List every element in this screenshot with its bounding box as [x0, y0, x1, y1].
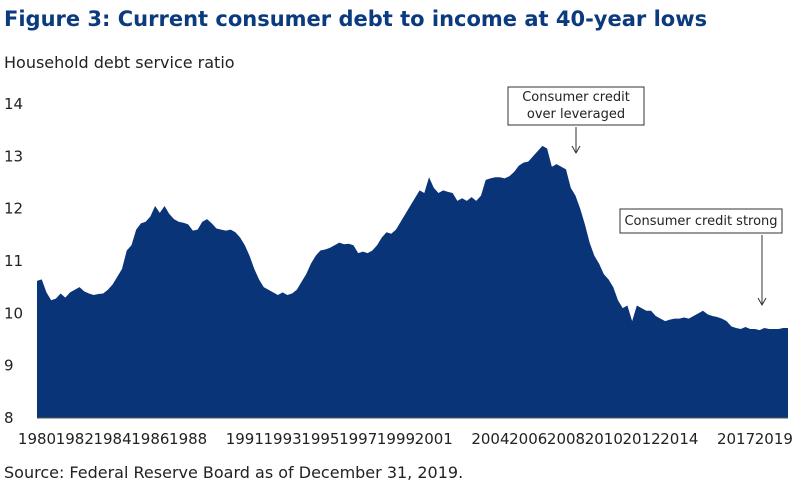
y-tick-label: 11: [4, 252, 23, 270]
y-tick-label: 12: [4, 200, 23, 218]
x-tick-label: 2006: [509, 430, 547, 448]
annotation-leveraged: Consumer credit over leveraged: [507, 86, 645, 155]
annotation-strong: Consumer credit strong: [619, 208, 783, 307]
x-tick-label: 1997: [339, 430, 377, 448]
annotation-text: over leveraged: [527, 107, 625, 122]
y-axis-label: Household debt service ratio: [4, 53, 235, 72]
x-tick-label: 2010: [585, 430, 623, 448]
x-tick-label: 1993: [264, 430, 302, 448]
annotation-text: Consumer credit strong: [624, 214, 777, 229]
x-tick-label: 2019: [755, 430, 793, 448]
x-tick-label: 1999: [377, 430, 415, 448]
y-tick-label: 9: [4, 357, 14, 375]
area: [37, 145, 788, 418]
x-tick-label: 2008: [547, 430, 585, 448]
annotation-text: Consumer credit: [522, 90, 630, 105]
x-tick-label: 2014: [660, 430, 698, 448]
x-tick-label: 1980: [18, 430, 56, 448]
arrow-head: [571, 145, 581, 155]
y-tick-label: 13: [4, 147, 23, 165]
source: Source: Federal Reserve Board as of Dece…: [4, 463, 463, 482]
x-tick-label: 1982: [56, 430, 94, 448]
x-tick-label: 1986: [131, 430, 169, 448]
x-tick-label: 2017: [717, 430, 755, 448]
arrow-head: [757, 297, 767, 307]
annotation-box: [507, 86, 645, 126]
x-tick-label: 2001: [415, 430, 453, 448]
y-tick-label: 10: [4, 304, 23, 322]
x-tick-label: 1995: [301, 430, 339, 448]
chart-title: Figure 3: Current consumer debt to incom…: [4, 7, 707, 31]
x-tick-label: 1991: [226, 430, 264, 448]
x-tick-label: 2012: [622, 430, 660, 448]
x-tick-label: 1984: [93, 430, 131, 448]
y-tick-label: 8: [4, 409, 14, 427]
y-tick-label: 14: [4, 95, 23, 113]
x-tick-label: 2004: [471, 430, 509, 448]
x-tick-label: 1988: [169, 430, 207, 448]
annotation-box: [619, 208, 783, 234]
